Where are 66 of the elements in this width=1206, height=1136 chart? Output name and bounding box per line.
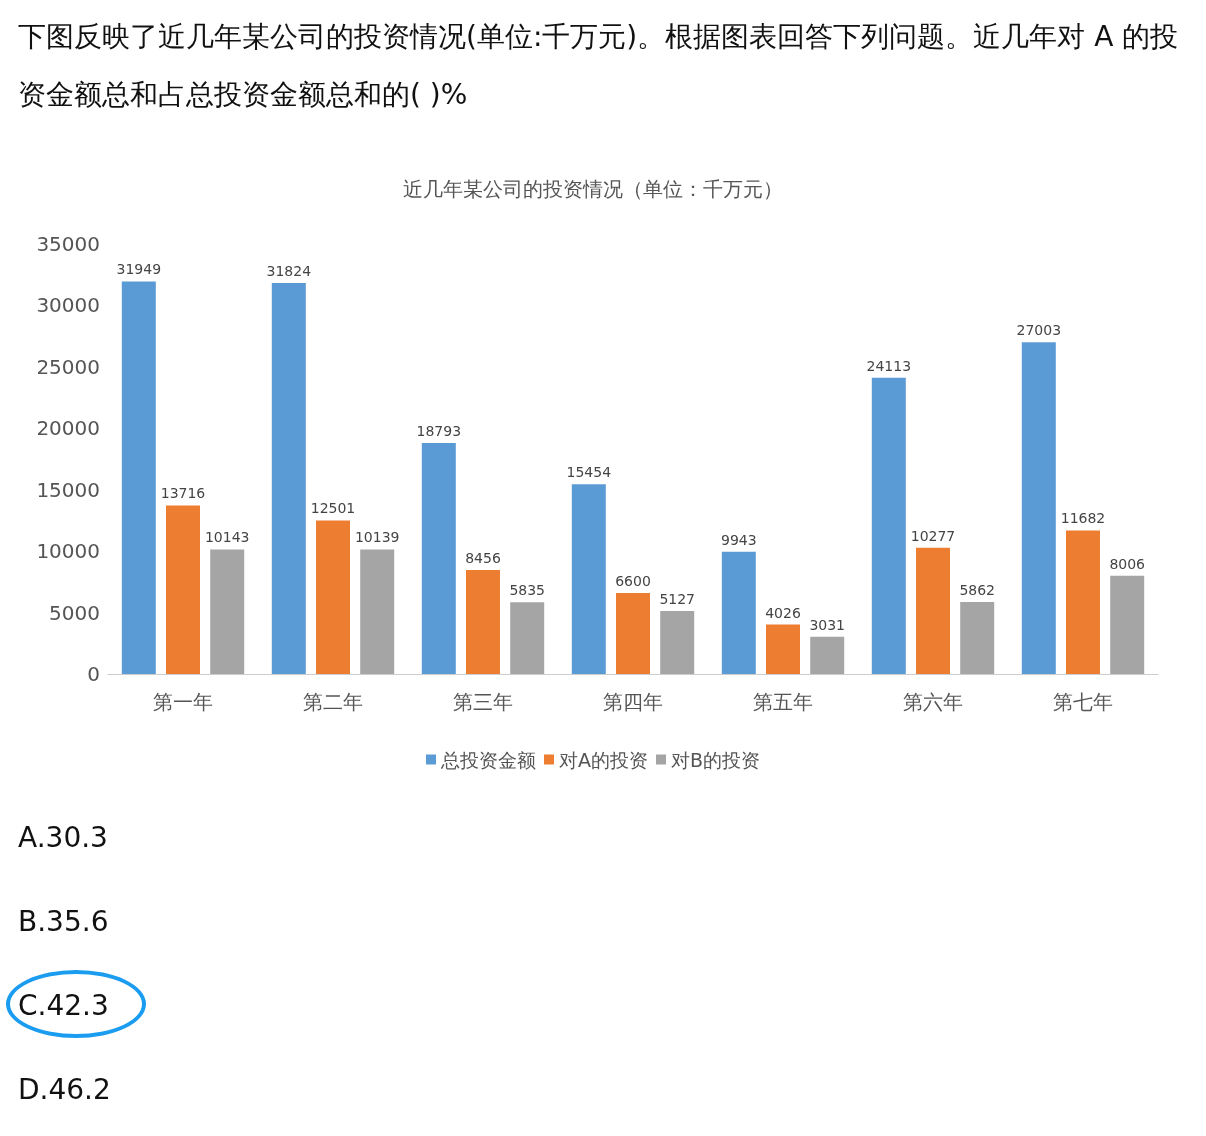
data-label: 5862	[959, 581, 996, 598]
data-label: 10139	[354, 529, 400, 546]
data-label: 31949	[116, 261, 162, 278]
y-tick-label: 20000	[36, 416, 100, 441]
legend-label: 对A的投资	[558, 748, 648, 771]
bar	[360, 549, 395, 674]
y-tick-label: 25000	[36, 354, 100, 379]
y-tick-label: 10000	[36, 539, 100, 564]
bar	[810, 636, 845, 674]
data-label: 3031	[809, 616, 846, 633]
bar	[1066, 530, 1100, 674]
y-tick-label: 35000	[36, 232, 100, 256]
data-label: 18793	[416, 423, 462, 440]
x-tick-label: 第三年	[453, 690, 513, 714]
bar	[1021, 342, 1056, 674]
bar	[421, 443, 456, 674]
text: C.42.3	[18, 989, 109, 1022]
data-label: 27003	[1016, 322, 1062, 339]
data-label: 12501	[310, 500, 356, 517]
bar	[871, 377, 906, 674]
data-label: 4026	[765, 604, 801, 621]
data-label: 15454	[566, 464, 612, 481]
bar	[271, 283, 306, 674]
data-label: 13716	[160, 485, 206, 502]
x-tick-label: 第五年	[753, 690, 813, 714]
x-tick-label: 第一年	[153, 690, 213, 714]
bar	[616, 592, 650, 674]
legend-label: 对B的投资	[670, 748, 761, 771]
bar	[210, 549, 245, 674]
bar	[571, 484, 606, 674]
bar	[466, 570, 500, 674]
text: 下图反映了近几年某公司的投资情况(单位:千万元)。根据图表回答下列问题。近几年对 A 的投资金额总和占总投资金额总和的( )%	[18, 19, 1180, 113]
bar	[960, 601, 995, 674]
bar	[166, 505, 200, 674]
bar	[316, 520, 350, 674]
y-tick-label: 15000	[36, 477, 100, 502]
data-label: 31824	[266, 263, 312, 280]
bar	[766, 624, 800, 674]
y-tick-label: 0	[87, 662, 100, 686]
chart-title: 近几年某公司的投资情况（单位：千万元）	[403, 177, 783, 201]
data-label: 8006	[1109, 555, 1146, 572]
x-tick-label: 第六年	[903, 690, 963, 714]
bar	[721, 551, 756, 674]
y-tick-label: 30000	[36, 293, 100, 318]
data-label: 24113	[866, 357, 912, 374]
bar	[1110, 575, 1145, 674]
bar	[121, 281, 156, 674]
x-tick-label: 第四年	[603, 690, 663, 714]
x-tick-label: 第二年	[303, 690, 363, 714]
legend-label: 总投资金额	[439, 748, 536, 771]
data-label: 5127	[659, 591, 696, 608]
data-label: 5835	[509, 582, 546, 599]
data-label: 9943	[720, 531, 757, 548]
data-label: 11682	[1060, 510, 1106, 527]
data-label: 10143	[204, 529, 250, 546]
text: A.30.3	[18, 821, 108, 854]
text: B.35.6	[18, 905, 109, 938]
y-tick-label: 5000	[49, 600, 100, 625]
data-label: 10277	[910, 527, 956, 544]
bar	[916, 547, 950, 674]
x-tick-label: 第七年	[1053, 690, 1113, 714]
bar	[660, 611, 695, 674]
data-label: 6600	[615, 572, 651, 589]
text: D.46.2	[18, 1073, 111, 1106]
bar	[510, 602, 545, 674]
data-label: 8456	[465, 550, 501, 567]
